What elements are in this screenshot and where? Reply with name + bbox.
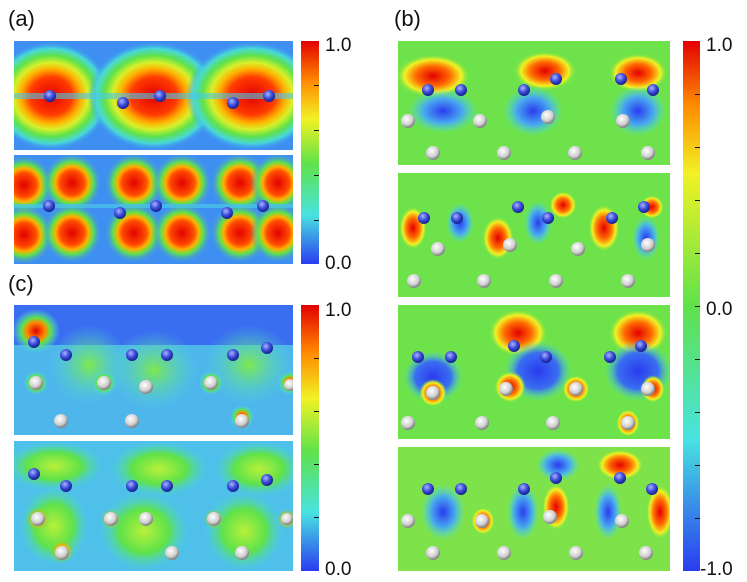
panel-b-map-3: [398, 305, 670, 439]
colorbar-b-tick: [695, 253, 700, 254]
colorbar-b-tick: [695, 518, 700, 519]
colorbar-c-tick: [314, 358, 319, 359]
colorbar-c-tick: [314, 464, 319, 465]
panel-a-top-map: [14, 41, 293, 150]
colorbar-b-tick: [695, 412, 700, 413]
panel-c-top-map: [14, 305, 293, 435]
colorbar-b-min-label: -1.0: [700, 559, 733, 580]
panel-label-c: (c): [8, 271, 34, 296]
colorbar-b-tick: [695, 359, 700, 360]
colorbar-b-tick: [695, 200, 700, 201]
colorbar-b-tick: [695, 94, 700, 95]
panel-b-map-1: [398, 41, 670, 165]
colorbar-b: [683, 41, 700, 571]
colorbar-b-tick: [695, 306, 700, 307]
colorbar-b-max-label: 1.0: [706, 35, 733, 56]
panel-a-bottom-map: [14, 155, 293, 264]
colorbar-c-min-label: 0.0: [325, 559, 352, 580]
colorbar-a-tick: [314, 85, 319, 86]
colorbar-c: [301, 305, 319, 571]
colorbar-c-max-label: 1.0: [325, 300, 352, 321]
colorbar-a-max-label: 1.0: [325, 35, 352, 56]
colorbar-b-tick: [695, 147, 700, 148]
panel-label-a: (a): [8, 6, 35, 31]
colorbar-c-tick: [314, 411, 319, 412]
colorbar-a: [301, 41, 319, 264]
colorbar-c-tick: [314, 517, 319, 518]
panel-c-bottom-map: [14, 441, 293, 571]
colorbar-b-tick: [695, 465, 700, 466]
panel-b-map-2: [398, 173, 670, 297]
panel-label-b: (b): [394, 6, 421, 31]
colorbar-a-tick: [314, 220, 319, 221]
colorbar-a-min-label: 0.0: [325, 253, 352, 274]
panel-b-map-4: [398, 447, 670, 571]
colorbar-a-tick: [314, 130, 319, 131]
colorbar-b-mid-label: 0.0: [706, 299, 733, 320]
colorbar-a-tick: [314, 175, 319, 176]
